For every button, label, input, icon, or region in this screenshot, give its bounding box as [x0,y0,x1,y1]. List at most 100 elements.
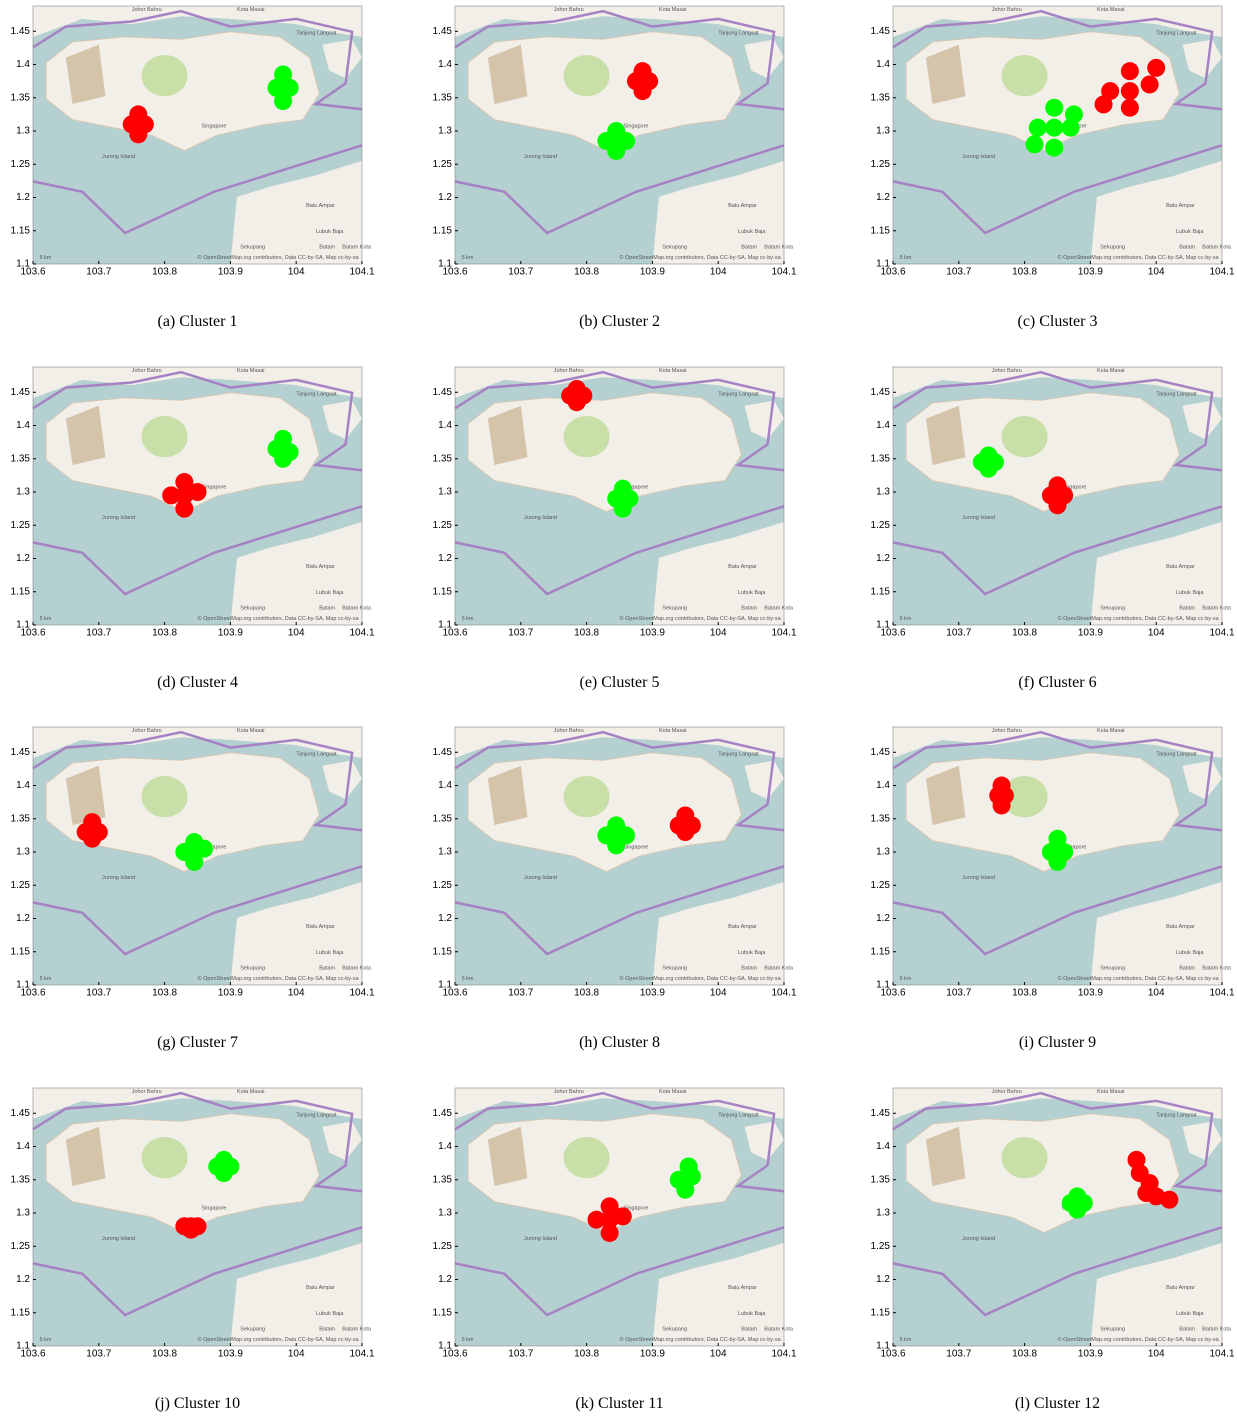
x-tick-label: 103.7 [946,628,971,639]
map-label: Batam Kota [1202,1327,1232,1333]
map-label: Batam [1179,1327,1195,1333]
map-label: Kota Masai [659,728,687,734]
map-label: Johor Bahru [132,728,162,734]
cluster-point [1065,105,1083,123]
y-tick-label: 1.15 [871,946,891,957]
map-label: 5 km [900,976,912,982]
map-label: Johor Bahru [132,7,162,13]
y-tick-label: 1.45 [11,747,31,758]
y-tick-label: 1.3 [438,847,452,858]
map-label: Tanjung Langsat [1156,751,1197,757]
cluster-point [587,1211,605,1229]
map-label: © OpenStreetMap.org contributors, Data C… [620,1336,782,1343]
y-tick-label: 1.2 [438,1274,452,1285]
map-label: Batam [741,245,757,251]
y-tick-label: 1.1 [16,620,30,631]
y-tick-label: 1.15 [433,225,453,236]
y-tick-label: 1.15 [433,946,453,957]
y-tick-label: 1.4 [16,59,30,70]
cluster-point [1049,476,1067,494]
x-tick-label: 104.1 [771,628,796,639]
map-label: Batam [741,966,757,972]
map-label: Tanjung Langsat [718,391,759,397]
cluster-point [1147,59,1165,77]
y-tick-label: 1.4 [16,780,30,791]
map-label: Jurong Island [102,515,135,521]
y-tick-label: 1.3 [438,1208,452,1219]
map-label: 5 km [900,255,912,261]
map-label: Batu Ampar [306,1285,335,1291]
map-label: Jurong Island [102,154,135,160]
map-label: Batu Ampar [306,564,335,570]
map-label: Sekupang [240,966,265,972]
map-label: Kota Masai [237,368,265,374]
y-tick-label: 1.35 [871,1174,891,1185]
y-tick-label: 1.45 [871,1108,891,1119]
map-label: Batam Kota [764,1327,794,1333]
cluster-point [175,500,193,518]
y-tick-label: 1.35 [11,1174,31,1185]
map-label: Tanjung Langsat [1156,391,1197,397]
map-label: Jurong Island [102,1236,135,1242]
x-tick-label: 103.9 [218,628,243,639]
map-label: Johor Bahru [992,7,1022,13]
map-label: 5 km [462,1337,474,1343]
cluster-point [993,796,1011,814]
x-tick-label: 103.9 [218,267,243,278]
y-tick-label: 1.35 [11,813,31,824]
map-label: Singapore [623,844,648,850]
y-tick-label: 1.1 [16,1341,30,1352]
map-label: Batam Kota [342,606,372,612]
x-tick-label: 103.7 [86,1349,111,1360]
x-tick-label: 103.9 [1078,267,1103,278]
cluster-point [1068,1187,1086,1205]
x-tick-label: 103.7 [946,267,971,278]
x-tick-label: 103.8 [574,628,599,639]
y-tick-label: 1.2 [876,1274,890,1285]
map-label: Kota Masai [1097,1089,1125,1095]
cluster-point [1121,62,1139,80]
caption: (k) Cluster 11 [575,1395,663,1412]
park [564,55,610,96]
map-label: Batam Kota [1202,966,1232,972]
y-tick-label: 1.25 [11,1241,31,1252]
x-tick-label: 103.8 [574,1349,599,1360]
cluster-point [676,806,694,824]
x-tick-label: 104 [1148,628,1165,639]
y-tick-label: 1.2 [876,553,890,564]
map-label: 5 km [40,616,52,622]
cluster-point [676,823,694,841]
cluster-point [614,480,632,498]
map-label: Sekupang [240,1327,265,1333]
map-panel: Johor BahruKota MasaiTanjung LangsatSing… [11,6,375,330]
map-label: Kota Masai [659,1089,687,1095]
cluster-point [129,125,147,143]
cluster-point [1137,1184,1155,1202]
x-tick-label: 103.8 [152,628,177,639]
y-tick-label: 1.35 [871,453,891,464]
x-tick-label: 103.9 [1078,1349,1103,1360]
y-tick-label: 1.15 [11,946,31,957]
caption: (e) Cluster 5 [580,674,660,691]
cluster-point [1045,99,1063,117]
x-tick-label: 103.7 [508,267,533,278]
map-label: Sekupang [662,245,687,251]
x-tick-label: 103.9 [218,1349,243,1360]
map-label: Batam Kota [1202,606,1232,612]
x-tick-label: 104 [710,628,727,639]
map-label: Johor Bahru [992,368,1022,374]
y-tick-label: 1.2 [16,1274,30,1285]
y-tick-label: 1.4 [438,1141,452,1152]
map-label: © OpenStreetMap.org contributors, Data C… [1058,254,1220,261]
y-tick-label: 1.4 [438,59,452,70]
map-label: © OpenStreetMap.org contributors, Data C… [198,1336,360,1343]
map-label: Batam Kota [764,966,794,972]
map-label: Sekupang [1100,966,1125,972]
cluster-point [182,1221,200,1239]
x-tick-label: 103.8 [152,1349,177,1360]
map-label: Johor Bahru [992,1089,1022,1095]
map-label: Singapore [201,123,226,129]
y-tick-label: 1.1 [876,1341,890,1352]
map-panel: Johor BahruKota MasaiTanjung LangsatSing… [871,6,1235,330]
